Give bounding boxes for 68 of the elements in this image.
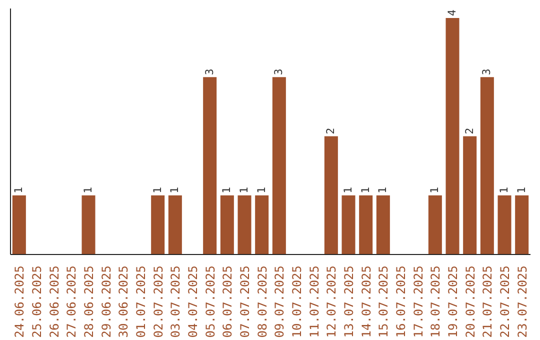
bar [220, 195, 234, 254]
x-tick-label: 21.07.2025 [480, 265, 495, 338]
x-tick-label: 11.07.2025 [307, 265, 322, 338]
x-tick-label: 17.07.2025 [411, 265, 426, 338]
x-tick-label: 16.07.2025 [394, 265, 408, 338]
x-tick-label: 20.07.2025 [463, 265, 478, 338]
data-label: 1 [254, 186, 268, 194]
x-tick-label: 05.07.2025 [203, 265, 218, 338]
x-tick-label: 10.07.2025 [290, 265, 304, 338]
data-label: 2 [324, 128, 338, 134]
bar [324, 136, 338, 254]
bar [151, 195, 165, 254]
x-tick-label: 06.07.2025 [220, 265, 235, 338]
bar [272, 77, 286, 254]
bar [463, 136, 477, 254]
x-tick-label: 23.07.2025 [515, 265, 530, 338]
data-label: 1 [220, 186, 234, 194]
data-label: 1 [428, 186, 442, 194]
x-tick-label: 09.07.2025 [272, 265, 287, 338]
x-tick-label: 29.06.2025 [99, 265, 114, 338]
x-tick-label: 27.06.2025 [64, 265, 79, 338]
data-label: 1 [12, 186, 26, 194]
bar [498, 195, 512, 254]
bar [480, 77, 494, 254]
data-label: 1 [376, 186, 390, 194]
x-tick-label: 08.07.2025 [255, 265, 270, 338]
x-tick-label: 01.07.2025 [134, 265, 148, 338]
x-tick-label: 18.07.2025 [428, 265, 443, 338]
bar [255, 195, 269, 254]
x-tick-label: 15.07.2025 [376, 265, 391, 338]
x-tick-label: 28.06.2025 [82, 265, 96, 338]
x-tick-label: 26.06.2025 [47, 265, 62, 338]
x-tick-label: 07.07.2025 [238, 265, 252, 338]
data-label: 3 [272, 68, 286, 76]
bar [376, 195, 390, 254]
x-tick-label: 04.07.2025 [186, 265, 200, 338]
x-tick-label: 24.06.2025 [12, 265, 27, 338]
data-label: 1 [150, 186, 164, 194]
data-label: 4 [446, 10, 458, 16]
bar [168, 195, 182, 254]
data-label: 1 [498, 186, 510, 194]
bar [12, 195, 26, 254]
data-label: 1 [82, 186, 94, 194]
x-tick-label: 12.07.2025 [324, 265, 339, 338]
bar [446, 18, 460, 254]
x-tick-label: 14.07.2025 [359, 265, 374, 338]
x-tick-label: 19.07.2025 [446, 265, 460, 338]
bar [238, 195, 252, 254]
x-tick-label: 22.07.2025 [498, 265, 512, 338]
x-tick-label: 02.07.2025 [151, 265, 166, 338]
x-tick-label: 25.06.2025 [30, 265, 44, 338]
bar [515, 195, 529, 254]
data-label: 3 [202, 68, 216, 76]
data-label: 1 [168, 186, 182, 194]
data-label: 3 [480, 68, 494, 76]
bar [359, 195, 373, 254]
bar [342, 195, 356, 254]
data-label: 2 [462, 128, 476, 134]
bar [203, 77, 217, 254]
bar [82, 195, 96, 254]
data-label: 1 [238, 186, 250, 194]
bar [428, 195, 442, 254]
x-tick-label: 13.07.2025 [342, 265, 356, 338]
x-tick-label: 30.06.2025 [116, 265, 131, 338]
x-tick-label: 03.07.2025 [168, 265, 183, 338]
data-label: 1 [342, 186, 354, 194]
data-label: 1 [514, 186, 528, 194]
data-label: 1 [358, 186, 372, 194]
